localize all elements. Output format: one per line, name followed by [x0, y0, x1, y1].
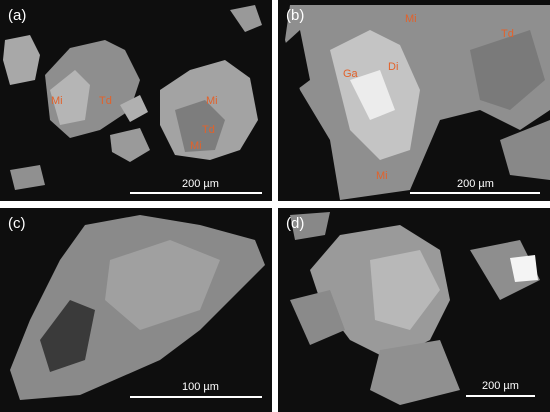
pore — [278, 30, 310, 95]
phase-label: Td — [501, 28, 514, 40]
grain — [500, 120, 550, 180]
phase-label: Td — [202, 124, 215, 136]
grain — [50, 70, 90, 125]
panel-b: (b) Mi Td Ga Di Mi 200 µm — [278, 0, 550, 201]
phase-label: Mi — [376, 170, 388, 182]
grain — [105, 240, 220, 330]
scale-label: 200 µm — [482, 380, 519, 392]
grain — [470, 240, 540, 300]
grain — [470, 30, 545, 110]
grain — [3, 35, 40, 85]
grain — [510, 255, 538, 282]
grain — [230, 5, 262, 32]
grain — [120, 95, 148, 122]
phase-label: Mi — [190, 140, 202, 152]
phase-label: Mi — [405, 13, 417, 25]
phase-label: Td — [99, 95, 112, 107]
scale-label: 100 µm — [182, 381, 219, 393]
scale-label: 200 µm — [457, 178, 494, 190]
grain — [370, 340, 460, 405]
phase-label: Ga — [343, 68, 359, 80]
panel-c: (c) 100 µm — [0, 208, 272, 412]
grain — [290, 212, 330, 240]
panel-a: (a) Mi Td Mi Td Mi 200 µm — [0, 0, 272, 201]
grain — [110, 128, 150, 162]
panel-label: (a) — [8, 7, 26, 24]
grain — [40, 300, 95, 372]
grain — [10, 165, 45, 190]
scale-label: 200 µm — [182, 178, 219, 190]
phase-label: Mi — [206, 95, 218, 107]
grain — [290, 290, 345, 345]
panel-label: (b) — [286, 7, 304, 24]
phase-label: Di — [388, 61, 398, 73]
phase-label: Mi — [51, 95, 63, 107]
panel-label: (c) — [8, 215, 26, 232]
grain — [370, 250, 440, 330]
panel-d: (d) 200 µm — [278, 208, 550, 412]
grain — [350, 70, 395, 120]
panel-label: (d) — [286, 215, 304, 232]
grain — [175, 100, 225, 152]
